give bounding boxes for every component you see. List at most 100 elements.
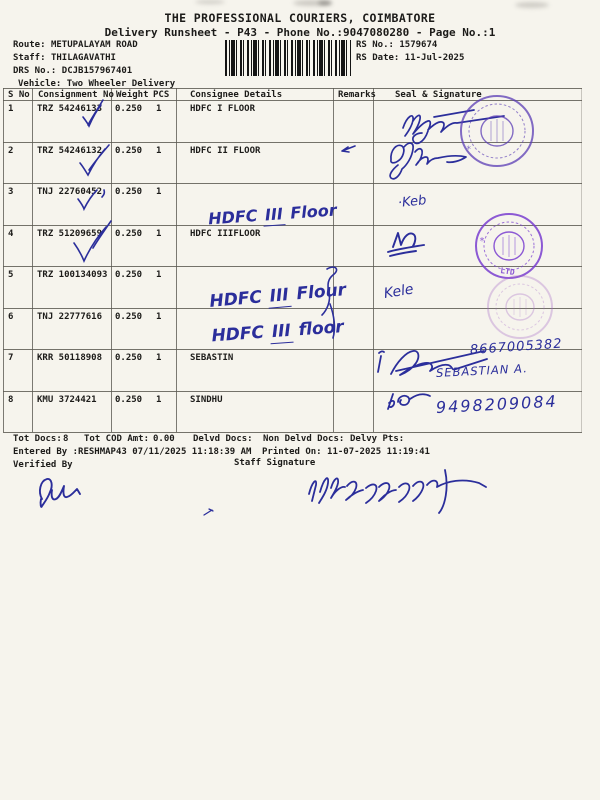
grid-line [3, 266, 582, 267]
col-header-remarks: Remarks [338, 90, 376, 100]
seal-stamp-row5 [487, 275, 553, 339]
cell-sno: 2 [8, 146, 14, 156]
col-header-sno: S No [8, 90, 30, 100]
page-subtitle: Delivery Runsheet - P43 - Phone No.:9047… [104, 26, 496, 39]
handwritten-phone-row8: 9498209084 [435, 391, 559, 417]
cell-pcs: 1 [156, 104, 162, 114]
route-line: Route: METUPALAYAM ROAD [13, 40, 138, 50]
vehicle-line: Vehicle: Two Wheeler Delivery [18, 79, 176, 89]
delvd-docs-label: Delvd Docs: [193, 434, 253, 444]
svg-text:*: * [466, 145, 471, 155]
page-title: THE PROFESSIONAL COURIERS, COIMBATORE [164, 11, 436, 25]
scan-smudge [195, 0, 225, 4]
grid-line [3, 142, 582, 143]
cell-pcs: 1 [156, 187, 162, 197]
cell-consignee: SINDHU [190, 395, 223, 405]
cell-pcs: 1 [156, 353, 162, 363]
col-header-seal: Seal & Signature [395, 90, 482, 100]
cell-consignment: TRZ 51209659 [37, 229, 103, 239]
cell-consignment: TRZ 54246132 [37, 146, 103, 156]
cell-consignee: SEBASTIN [190, 353, 234, 363]
grid-line [3, 349, 582, 350]
cell-sno: 8 [8, 395, 14, 405]
handwritten-consignee-row6: HDFC III floor [210, 317, 345, 347]
rs-date-line: RS Date: 11-Jul-2025 [356, 53, 465, 63]
cell-sno: 4 [8, 229, 14, 239]
arrow-mark [341, 145, 356, 153]
signature-row1 [402, 109, 505, 145]
seal-stamp-row1: * [460, 95, 534, 167]
cell-pcs: 1 [156, 312, 162, 322]
grid-line [373, 88, 374, 432]
barcode [225, 40, 351, 76]
grid-line [3, 225, 582, 226]
cell-consignee: HDFC I FLOOR [190, 104, 256, 114]
cell-consignment: TRZ 54246133 [37, 104, 103, 114]
tot-docs-value: 8 [63, 434, 69, 444]
grid-line [176, 88, 177, 432]
svg-text:*: * [479, 236, 485, 247]
handwritten-signature-row5: Kele [382, 281, 415, 302]
entered-by-line: Entered By :RESHMAP43 07/11/2025 11:18:3… [13, 447, 252, 457]
col-header-pcs: PCS [153, 90, 170, 100]
svg-text:LTD: LTD [500, 266, 516, 277]
cod-value: 0.00 [153, 434, 175, 444]
delvy-pts-label: Delvy Pts: [350, 434, 405, 444]
verified-by-label: Verified By [13, 460, 73, 470]
tot-docs-label: Tot Docs: [13, 434, 62, 444]
staff-signature [308, 469, 487, 514]
scan-smudge [293, 0, 331, 6]
col-header-consignment: Consignment No [38, 90, 114, 100]
scan-smudge [318, 1, 332, 5]
signature-row8 [387, 393, 431, 410]
cell-weight: 0.250 [115, 395, 143, 405]
cell-sno: 1 [8, 104, 14, 114]
cell-consignment: TRZ 100134093 [37, 270, 108, 280]
grid-line [32, 88, 33, 432]
cell-sno: 7 [8, 353, 14, 363]
grid-line [3, 183, 582, 184]
cell-weight: 0.250 [115, 353, 143, 363]
cell-weight: 0.250 [115, 270, 143, 280]
handwritten-signature-row3: ·Keb [397, 193, 428, 211]
grid-line [3, 88, 582, 89]
cell-sno: 5 [8, 270, 14, 280]
seal-stamp-row4: * LTD [475, 213, 543, 279]
cell-consignment: TNJ 22777616 [37, 312, 103, 322]
non-delvd-docs-label: Non Delvd Docs: [263, 434, 345, 444]
cell-consignment: KRR 50118908 [37, 353, 103, 363]
printed-on-line: Printed On: 11-07-2025 11:19:41 [262, 447, 430, 457]
cell-consignee: HDFC IIIFLOOR [190, 229, 261, 239]
staff-signature-label: Staff Signature [234, 458, 316, 468]
cell-weight: 0.250 [115, 146, 143, 156]
cell-pcs: 1 [156, 270, 162, 280]
cell-consignment: KMU 3724421 [37, 395, 97, 405]
grid-line [3, 100, 582, 101]
rs-no-line: RS No.: 1579674 [356, 40, 438, 50]
drs-line: DRS No.: DCJB157967401 [13, 66, 133, 76]
col-header-consignee: Consignee Details [190, 90, 283, 100]
cell-weight: 0.250 [115, 187, 143, 197]
cell-sno: 3 [8, 187, 14, 197]
pen-mark [203, 508, 214, 516]
cell-weight: 0.250 [115, 229, 143, 239]
handwritten-phone-row7: 8667005382 [469, 336, 564, 358]
grid-line [3, 308, 582, 309]
grid-line [581, 88, 582, 432]
cell-sno: 6 [8, 312, 14, 322]
grid-line [333, 88, 334, 432]
cod-label: Tot COD Amt: [84, 434, 150, 444]
grid-line [3, 432, 582, 433]
signature-row4 [387, 232, 425, 257]
grid-line [3, 391, 582, 392]
verified-by-signature [39, 478, 81, 508]
cell-weight: 0.250 [115, 104, 143, 114]
scan-smudge [515, 2, 549, 8]
cell-consignee: HDFC II FLOOR [190, 146, 261, 156]
grid-line [111, 88, 112, 432]
cell-consignment: TNJ 22760452 [37, 187, 103, 197]
handwritten-name-row7: SEBASTIAN A. [435, 361, 529, 380]
signature-row2 [389, 142, 467, 180]
handwritten-consignee-row3: HDFC III Floor [207, 200, 338, 229]
